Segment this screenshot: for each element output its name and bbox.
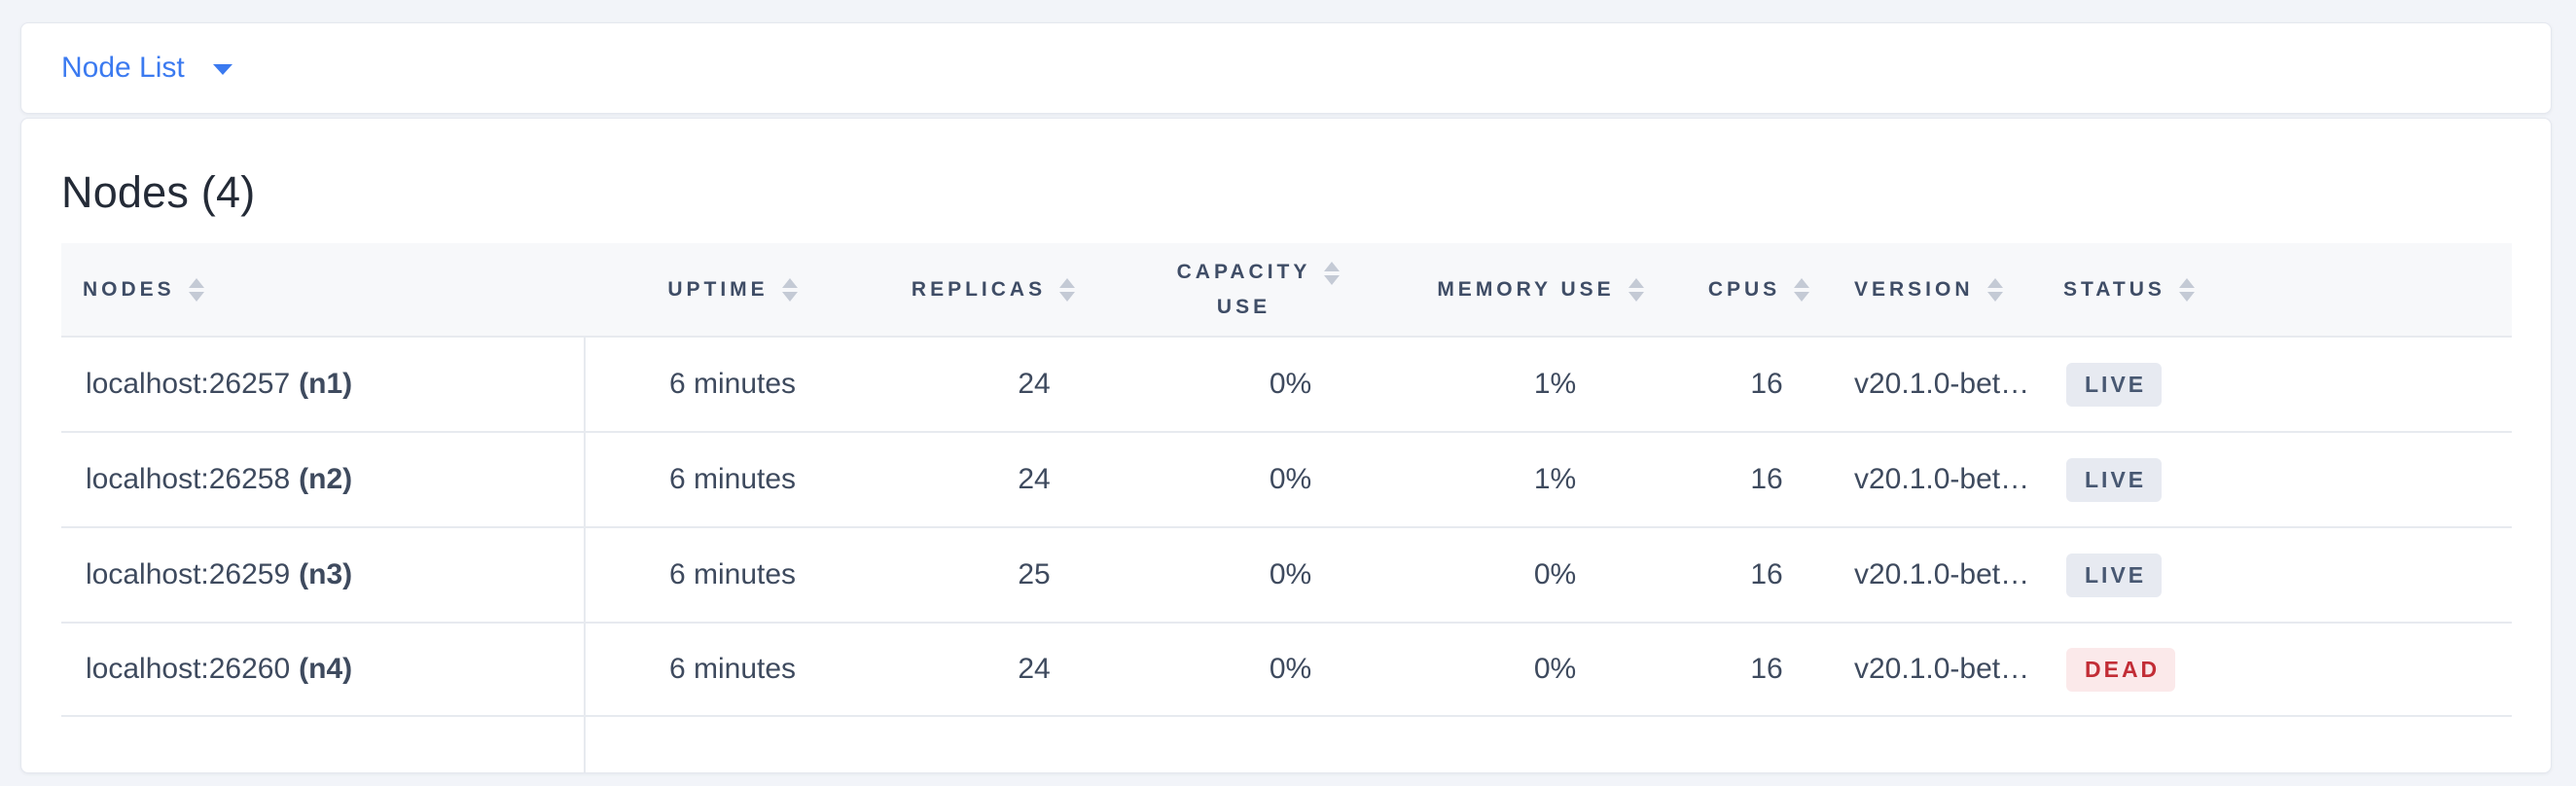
sort-arrows-icon bbox=[781, 277, 798, 302]
column-label: NODES bbox=[83, 277, 175, 301]
column-label: REPLICAS bbox=[911, 277, 1047, 301]
uptime-cell: 6 minutes bbox=[668, 368, 797, 400]
memory-use-cell: 0% bbox=[1533, 558, 1577, 590]
column-label: STATUS bbox=[2063, 277, 2165, 301]
node-id: (n2) bbox=[299, 463, 353, 495]
memory-use-cell: 1% bbox=[1533, 463, 1577, 495]
node-address-cell: localhost:26257 (n1) bbox=[61, 338, 584, 431]
sort-arrows-icon bbox=[1986, 277, 2003, 302]
status-cell: LIVE bbox=[2049, 553, 2238, 597]
column-header-status[interactable]: STATUS bbox=[2049, 243, 2238, 336]
nodes-table: NODES UPTIME REPLICAS CAPACI bbox=[61, 243, 2512, 717]
column-header-capacity-use[interactable]: CAPACITY USE bbox=[1144, 243, 1402, 336]
column-header-version[interactable]: VERSION bbox=[1835, 243, 2049, 336]
table-row[interactable]: localhost:26258 (n2) 6 minutes 24 0% 1% … bbox=[61, 431, 2512, 526]
column-header-uptime[interactable]: UPTIME bbox=[584, 243, 881, 336]
node-address-cell: localhost:26259 (n3) bbox=[61, 528, 584, 622]
node-address: localhost:26260 bbox=[86, 653, 291, 685]
column-label-line1: CAPACITY bbox=[1176, 260, 1311, 283]
sort-arrows-icon bbox=[1059, 277, 1076, 302]
uptime-cell: 6 minutes bbox=[668, 558, 797, 590]
sort-arrows-icon bbox=[188, 277, 204, 302]
view-selector-label: Node List bbox=[61, 52, 185, 84]
node-address-cell: localhost:26258 (n2) bbox=[61, 433, 584, 526]
node-id: (n1) bbox=[299, 368, 353, 400]
uptime-cell: 6 minutes bbox=[668, 653, 797, 685]
column-label: CPUS bbox=[1707, 277, 1781, 301]
column-header-replicas[interactable]: REPLICAS bbox=[881, 243, 1144, 336]
version-cell: v20.1.0-bet… bbox=[1854, 653, 2030, 685]
column-header-memory-use[interactable]: MEMORY USE bbox=[1402, 243, 1699, 336]
node-address: localhost:26259 bbox=[86, 558, 291, 590]
column-header-nodes[interactable]: NODES bbox=[61, 243, 584, 336]
status-cell: LIVE bbox=[2049, 362, 2238, 407]
status-badge: LIVE bbox=[2066, 553, 2163, 597]
table-row[interactable]: localhost:26260 (n4) 6 minutes 24 0% 0% … bbox=[61, 622, 2512, 717]
node-address: localhost:26257 bbox=[86, 368, 291, 400]
memory-use-cell: 0% bbox=[1533, 653, 1577, 685]
page-title: Nodes (4) bbox=[61, 167, 256, 217]
column-header-cpus[interactable]: CPUS bbox=[1699, 243, 1835, 336]
cpus-cell: 16 bbox=[1750, 463, 1783, 495]
capacity-use-cell: 0% bbox=[1269, 653, 1312, 685]
column-header-filler bbox=[2238, 243, 2512, 336]
caret-down-icon bbox=[212, 64, 233, 75]
replicas-cell: 24 bbox=[1018, 463, 1051, 495]
view-selector-card: Node List bbox=[20, 22, 2552, 114]
status-badge: LIVE bbox=[2066, 362, 2163, 407]
cpus-cell: 16 bbox=[1750, 653, 1783, 685]
version-cell: v20.1.0-bet… bbox=[1854, 368, 2030, 400]
status-cell: LIVE bbox=[2049, 457, 2238, 502]
node-address: localhost:26258 bbox=[86, 463, 291, 495]
capacity-use-cell: 0% bbox=[1269, 368, 1312, 400]
capacity-use-cell: 0% bbox=[1269, 558, 1312, 590]
column-label: VERSION bbox=[1854, 277, 1974, 301]
status-cell: DEAD bbox=[2049, 647, 2238, 692]
node-id: (n4) bbox=[299, 653, 353, 685]
uptime-cell: 6 minutes bbox=[668, 463, 797, 495]
capacity-use-cell: 0% bbox=[1269, 463, 1312, 495]
replicas-cell: 25 bbox=[1018, 558, 1051, 590]
cpus-cell: 16 bbox=[1750, 368, 1783, 400]
view-selector-dropdown[interactable]: Node List bbox=[61, 54, 233, 83]
column-label: UPTIME bbox=[667, 277, 769, 301]
memory-use-cell: 1% bbox=[1533, 368, 1577, 400]
sort-arrows-icon bbox=[2178, 277, 2195, 302]
sort-arrows-icon bbox=[1794, 277, 1810, 302]
replicas-cell: 24 bbox=[1018, 653, 1051, 685]
column-label: MEMORY USE bbox=[1437, 277, 1615, 301]
table-header-row: NODES UPTIME REPLICAS CAPACI bbox=[61, 243, 2512, 336]
cpus-cell: 16 bbox=[1750, 558, 1783, 590]
replicas-cell: 24 bbox=[1018, 368, 1051, 400]
status-badge: DEAD bbox=[2066, 647, 2176, 692]
node-address-cell: localhost:26260 (n4) bbox=[61, 624, 584, 715]
sort-arrows-icon bbox=[1324, 261, 1341, 285]
nodes-column-divider bbox=[584, 336, 586, 772]
version-cell: v20.1.0-bet… bbox=[1854, 463, 2030, 495]
table-body: localhost:26257 (n1) 6 minutes 24 0% 1% … bbox=[61, 336, 2512, 717]
nodes-panel: Nodes (4) NODES UPTIME REPLICAS bbox=[20, 118, 2552, 773]
column-label-line2: USE bbox=[1216, 295, 1271, 318]
node-id: (n3) bbox=[299, 558, 353, 590]
table-row[interactable]: localhost:26257 (n1) 6 minutes 24 0% 1% … bbox=[61, 336, 2512, 431]
status-badge: LIVE bbox=[2066, 457, 2163, 502]
version-cell: v20.1.0-bet… bbox=[1854, 558, 2030, 590]
table-row[interactable]: localhost:26259 (n3) 6 minutes 25 0% 0% … bbox=[61, 526, 2512, 622]
sort-arrows-icon bbox=[1628, 277, 1644, 302]
